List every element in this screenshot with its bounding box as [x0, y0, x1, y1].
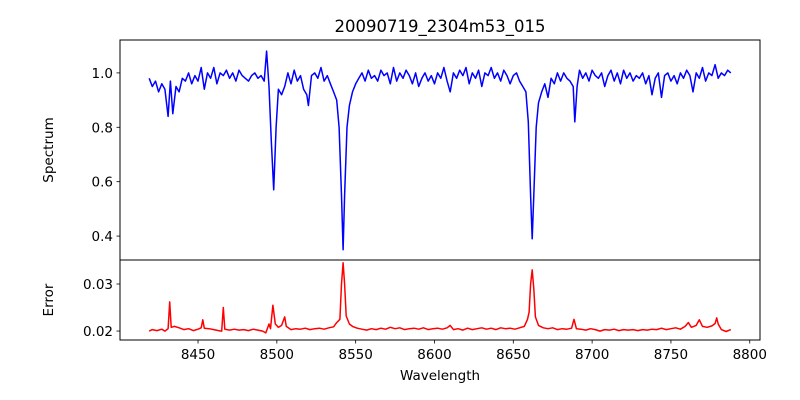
error-axes-frame — [119, 259, 761, 341]
x-tick-label: 8500 — [260, 347, 294, 363]
spectrum-line — [148, 50, 732, 251]
chart-title: 20090719_2304m53_015 — [334, 17, 545, 37]
spectrum-y-tick-label: 0.6 — [92, 175, 113, 191]
spectrum-y-tick-label: 0.8 — [92, 120, 113, 136]
x-tick-label: 8600 — [417, 347, 451, 363]
x-tick-label: 8700 — [575, 347, 609, 363]
spectrum-y-tick-label: 0.4 — [92, 229, 113, 245]
spectrum-panel: 0.4 0.6 0.8 1.0 — [92, 39, 761, 261]
spectrum-y-axis-label: Spectrum — [41, 117, 57, 182]
error-y-axis-label: Error — [41, 283, 57, 316]
x-axis-label: Wavelength — [400, 368, 480, 384]
error-line — [148, 262, 732, 334]
error-y-tick-label: 0.02 — [83, 324, 113, 340]
error-panel: 0.02 0.03 8450 8500 8550 8600 8650 8700 8750 8800 — [83, 259, 767, 363]
x-tick-label: 8650 — [496, 347, 530, 363]
error-y-tick-label: 0.03 — [83, 277, 113, 293]
x-tick-label: 8450 — [181, 347, 215, 363]
x-tick-label: 8550 — [338, 347, 372, 363]
x-tick-label: 8800 — [733, 347, 767, 363]
x-tick-label: 8750 — [654, 347, 688, 363]
spectrum-y-tick-label: 1.0 — [92, 66, 113, 82]
